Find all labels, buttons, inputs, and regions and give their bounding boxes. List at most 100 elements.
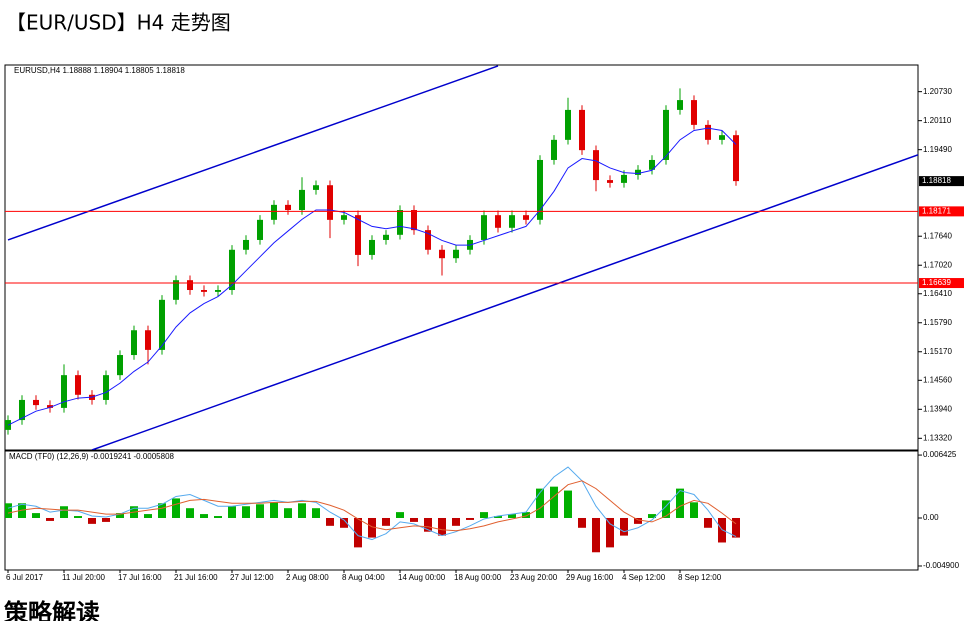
histogram-bar — [200, 514, 208, 518]
histogram-bar — [340, 517, 348, 528]
candle-body — [215, 290, 221, 292]
signal-line — [7, 480, 737, 532]
candle-body — [117, 355, 123, 376]
histogram-bar — [564, 490, 572, 518]
candle-body — [495, 215, 501, 228]
histogram-bar — [592, 517, 600, 553]
histogram-bar — [214, 516, 222, 518]
y-tick-label: -0.004900 — [923, 561, 960, 570]
candle-body — [159, 299, 165, 350]
y-tick-label: 1.15170 — [923, 347, 952, 356]
candle-body — [355, 215, 361, 255]
histogram-bar — [690, 502, 698, 518]
histogram-bar — [508, 514, 516, 518]
candle-body — [537, 159, 543, 220]
candle-body — [313, 185, 319, 190]
candle-body — [523, 215, 529, 220]
histogram-bar — [522, 512, 530, 518]
candle-body — [47, 405, 53, 408]
y-tick-label: 1.13320 — [923, 433, 952, 442]
price-label: 1.18818 — [922, 176, 951, 185]
x-tick-label: 6 Jul 2017 — [6, 573, 43, 582]
candle-body — [285, 204, 291, 211]
histogram-bar — [172, 498, 180, 518]
histogram-bar — [46, 517, 54, 521]
histogram-bar — [326, 517, 334, 526]
histogram-bar — [74, 516, 82, 518]
x-tick-label: 4 Sep 12:00 — [622, 573, 666, 582]
x-tick-label: 17 Jul 16:00 — [118, 573, 162, 582]
histogram-bar — [466, 517, 474, 520]
histogram-bar — [550, 486, 558, 518]
histogram-bar — [634, 517, 642, 524]
y-tick-label: 0.006425 — [923, 450, 957, 459]
level-label: 1.16639 — [922, 278, 951, 287]
candle-body — [509, 215, 515, 228]
candle-body — [131, 330, 137, 356]
candle-body — [327, 185, 333, 220]
candle-body — [369, 239, 375, 255]
histogram-bar — [396, 512, 404, 518]
x-tick-label: 27 Jul 12:00 — [230, 573, 274, 582]
candle-body — [439, 249, 445, 259]
histogram-bar — [480, 512, 488, 518]
x-tick-label: 11 Jul 20:00 — [62, 573, 106, 582]
candle-body — [607, 180, 613, 183]
candle-body — [257, 219, 263, 240]
price-info: EURUSD,H4 1.18888 1.18904 1.18805 1.1881… — [14, 66, 185, 75]
candle-body — [187, 280, 193, 291]
histogram-bar — [494, 516, 502, 518]
page-title: 【EUR/USD】H4 走势图 — [6, 11, 231, 35]
y-tick-label: 1.17020 — [923, 260, 952, 269]
y-tick-label: 1.20730 — [923, 87, 952, 96]
candle-body — [663, 109, 669, 160]
y-tick-label: 0.00 — [923, 513, 939, 522]
candle-body — [621, 174, 627, 183]
histogram-bar — [452, 517, 460, 526]
x-tick-label: 14 Aug 00:00 — [398, 573, 446, 582]
y-tick-label: 1.15790 — [923, 318, 952, 327]
histogram-bar — [242, 506, 250, 518]
price-label-box — [919, 176, 964, 187]
histogram-bar — [186, 508, 194, 518]
candle-body — [677, 100, 683, 110]
histogram-bar — [438, 517, 446, 536]
macd-plot — [5, 466, 740, 553]
candle-body — [705, 124, 711, 140]
level-label-box — [919, 278, 964, 289]
x-tick-label: 21 Jul 16:00 — [174, 573, 218, 582]
histogram-bar — [256, 504, 264, 518]
histogram-bar — [620, 517, 628, 536]
histogram-bar — [298, 503, 306, 518]
trendline — [7, 65, 499, 241]
histogram-bar — [536, 488, 544, 518]
histogram-bar — [60, 506, 68, 518]
candle-body — [691, 100, 697, 125]
histogram-bar — [368, 517, 376, 538]
candle-body — [565, 109, 571, 140]
candle-body — [383, 234, 389, 240]
candle-body — [411, 210, 417, 231]
histogram-bar — [270, 502, 278, 518]
candle-body — [201, 290, 207, 292]
histogram-bar — [158, 503, 166, 518]
candle-body — [593, 150, 599, 181]
candle-body — [33, 399, 39, 406]
candle-body — [649, 159, 655, 170]
candle-body — [719, 135, 725, 140]
candle-body — [635, 169, 641, 175]
histogram-bar — [676, 488, 684, 518]
trendline — [91, 154, 918, 450]
candle-body — [341, 215, 347, 220]
histogram-bar — [144, 514, 152, 518]
candle-body — [271, 204, 277, 220]
histogram-bar — [732, 517, 740, 538]
histogram-bar — [284, 508, 292, 518]
x-tick-label: 23 Aug 20:00 — [510, 573, 558, 582]
price-panel — [4, 64, 919, 451]
histogram-bar — [102, 517, 110, 522]
y-tick-label: 1.20110 — [923, 116, 952, 125]
y-tick-label: 1.19490 — [923, 145, 952, 154]
